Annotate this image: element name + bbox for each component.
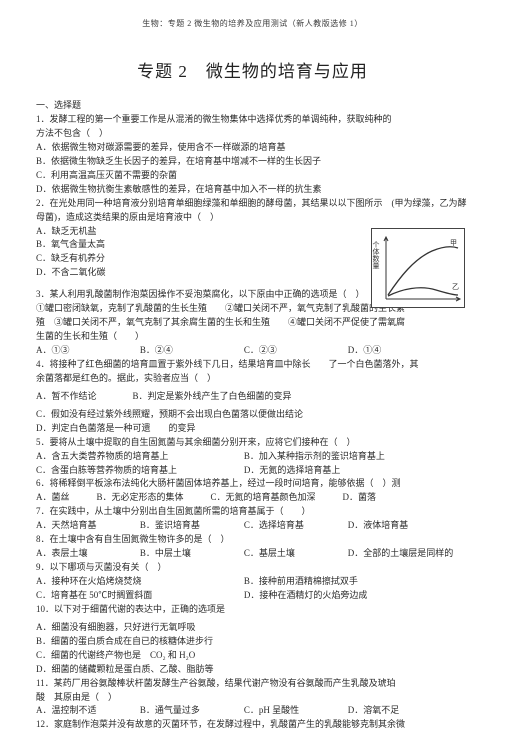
q1-opt-b: B．依据微生物缺乏生长因子的差异，在培育基中增减不一样的生长因子 xyxy=(36,155,469,169)
q3-opt-c: C．②③ xyxy=(244,344,339,358)
q4-stem2: 余菌落都是红色的。据此，实验者应当（ ） xyxy=(36,372,469,386)
q7-opt-c: C．选择培育基 xyxy=(244,519,339,533)
q6-opts: A．菌丝 B．无必定形态的集体 C．无氮的培育基颜色加深 D．菌落 xyxy=(36,491,469,505)
q11-opt-d: D．溶氧不足 xyxy=(348,704,443,718)
q4-stem1: 4．将接种了红色细菌的培育皿置于紫外线下几日，结果培育皿中除长 了一个白色菌落外… xyxy=(36,358,469,372)
q8-opt-a: A．表层土壤 xyxy=(36,547,131,561)
q4-opt-d: D．判定白色菌落是一种可遗 的变异 xyxy=(36,422,469,436)
q8-opt-c: C．基层土壤 xyxy=(244,547,339,561)
q1-stem-1: 1．发酵工程的第一个重要工作是从混淆的微生物集体中选择优秀的单调纯种，获取纯种的 xyxy=(36,113,469,127)
q10-opt-c: C．细菌的代谢终产物也是 CO₂ 和 H₂O xyxy=(36,649,469,663)
q11-opt-a: A．温控制不适 xyxy=(36,704,131,718)
q1-opt-d: D．依据微生物抗衡生素敏感性的差异，在培育基中加入不一样的抗生素 xyxy=(36,183,469,197)
q3-opt-d: D．①④ xyxy=(348,344,443,358)
q7-stem: 7．在实践中，从土壤中分别出自生固氮菌所需的培育基属于（ ） xyxy=(36,505,469,519)
chart-label-yi: 乙 xyxy=(452,283,459,291)
doc-top-header: 生物：专题 2 微生物的培养及应用测试（新人教版选修 1） xyxy=(36,18,469,29)
q5-opt-d: D．无氮的选择培育基上 xyxy=(244,464,443,478)
q3-opt-a: A．①③ xyxy=(36,344,131,358)
section-a-heading: 一、选择题 xyxy=(36,98,469,111)
q2-opt-c: C．缺乏有机养分 xyxy=(36,252,336,266)
q11-opt-c: C．pH 呈酸性 xyxy=(244,704,339,718)
q10-opt-a: A．细菌没有细胞器，只好进行无氧呼吸 xyxy=(36,621,469,635)
q6-stem: 6．将稀释倒平板涂布法纯化大肠杆菌固体培养基上，经过一段时间培育，能够依据（ ）… xyxy=(36,477,469,491)
q2-stem: 2．在光处用同一种培育液分别培育单细胞绿藻和单细胞的酵母菌，其结果以以下图所示 … xyxy=(36,197,469,225)
q9-opt-a: A．接种环在火焰烤烧焚烧 xyxy=(36,575,235,589)
q2-opt-d: D．不含二氧化碳 xyxy=(36,266,336,280)
q8-stem: 8．在土壤中含有自生固氮微生物许多的是（ ） xyxy=(36,533,469,547)
q7-opt-a: A．天然培育基 xyxy=(36,519,131,533)
q9-stem: 9．以下哪项与灭菌没有关（ ） xyxy=(36,561,469,575)
q2-chart: 个体数量 甲 乙 xyxy=(371,228,465,308)
q8-options: A．表层土壤 B．中层土壤 C．基层土壤 D．全部的土壤层是同样的 xyxy=(36,547,469,561)
q9-row1: A．接种环在火焰烤烧焚烧 B．接种前用酒精棉擦拭双手 xyxy=(36,575,469,589)
q2-opt-b: B．氧气含量太高 xyxy=(36,238,336,252)
q5-opt-a: A．含五大类营养物质的培育基上 xyxy=(36,450,235,464)
q1-stem-2: 方法不包含（ ） xyxy=(36,127,469,141)
q11-stem: 11．某药厂用谷氨酸棒状杆菌发酵生产谷氨酸，结果代谢产物没有谷氨酸而产生乳酸及琥… xyxy=(36,677,469,691)
q3-options: A．①③ B．②④ C．②③ D．①④ xyxy=(36,344,469,358)
q3-s2: 殖 ③罐口关闭不严，氧气克制了其余腐生菌的生长和生殖 ④罐口关闭不严促使了需氧腐 xyxy=(36,316,469,330)
q10-opt-b: B．细菌的蛋白质合成在自已的核糖体进步行 xyxy=(36,635,469,649)
q11-s2: 酸 其原由是（ ） xyxy=(36,691,469,705)
q4-opt-c: C．假如没有经过紫外线照耀，预期不会出现白色菌落以便做出结论 xyxy=(36,408,469,422)
q3-s3: 生菌的生长和生殖（ ） xyxy=(36,330,469,344)
q10-opt-d: D．细菌的储藏颗粒是蛋白质、乙酸、脂肪等 xyxy=(36,663,469,677)
q5-row1: A．含五大类营养物质的培育基上 B．加入某种指示剂的鉴识培育基上 xyxy=(36,450,469,464)
q11-options: A．温控制不适 B．通气量过多 C．pH 呈酸性 D．溶氧不足 xyxy=(36,704,469,718)
q7-opt-d: D．液体培育基 xyxy=(348,519,443,533)
q5-stem: 5．要将从土壤中提取的自生固氮菌与其余细菌分别开来，应将它们接种在（ ） xyxy=(36,436,469,450)
q7-opt-b: B．鉴识培育基 xyxy=(140,519,235,533)
q11-opt-b: B．通气量过多 xyxy=(140,704,235,718)
q1-opt-c: C．利用高温高压灭菌不需要的杂菌 xyxy=(36,169,469,183)
main-title: 专题 2 微生物的培育与应用 xyxy=(36,57,469,82)
q10-stem: 10．以下对于细菌代谢的表达中，正确的选项是 xyxy=(36,603,469,617)
q1-opt-a: A．依据微生物对碳源需要的差异，使用含不一样碳源的培育基 xyxy=(36,141,469,155)
q5-opt-c: C．含蛋白胨等营养物质的培育基上 xyxy=(36,464,235,478)
q8-opt-b: B．中层土壤 xyxy=(140,547,235,561)
q7-options: A．天然培育基 B．鉴识培育基 C．选择培育基 D．液体培育基 xyxy=(36,519,469,533)
q9-opt-c: C．培育基在 50℃时搁置斜面 xyxy=(36,589,235,603)
chart-y-label: 个体数量 xyxy=(372,241,380,269)
chart-series-yi xyxy=(388,288,458,296)
q3-opt-b: B．②④ xyxy=(140,344,235,358)
q9-row2: C．培育基在 50℃时搁置斜面 D．接种在酒精灯的火焰旁边成 xyxy=(36,589,469,603)
q9-opt-d: D．接种在酒精灯的火焰旁边成 xyxy=(244,589,443,603)
q9-opt-b: B．接种前用酒精棉擦拭双手 xyxy=(244,575,443,589)
q5-opt-b: B．加入某种指示剂的鉴识培育基上 xyxy=(244,450,443,464)
q2-opt-a: A．缺乏无机盐 xyxy=(36,225,336,239)
q4-opt-ab: A．暂不作结论 B．判定是紫外线产生了白色细菌的变异 xyxy=(36,390,469,404)
q12-stem: 12．家庭制作泡菜并没有故意的灭菌环节，在发酵过程中，乳酸菌产生的乳酸能够克制其… xyxy=(36,718,469,732)
q5-row2: C．含蛋白胨等营养物质的培育基上 D．无氮的选择培育基上 xyxy=(36,464,469,478)
chart-label-jia: 甲 xyxy=(450,239,457,247)
q8-opt-d: D．全部的土壤层是同样的 xyxy=(348,547,443,561)
